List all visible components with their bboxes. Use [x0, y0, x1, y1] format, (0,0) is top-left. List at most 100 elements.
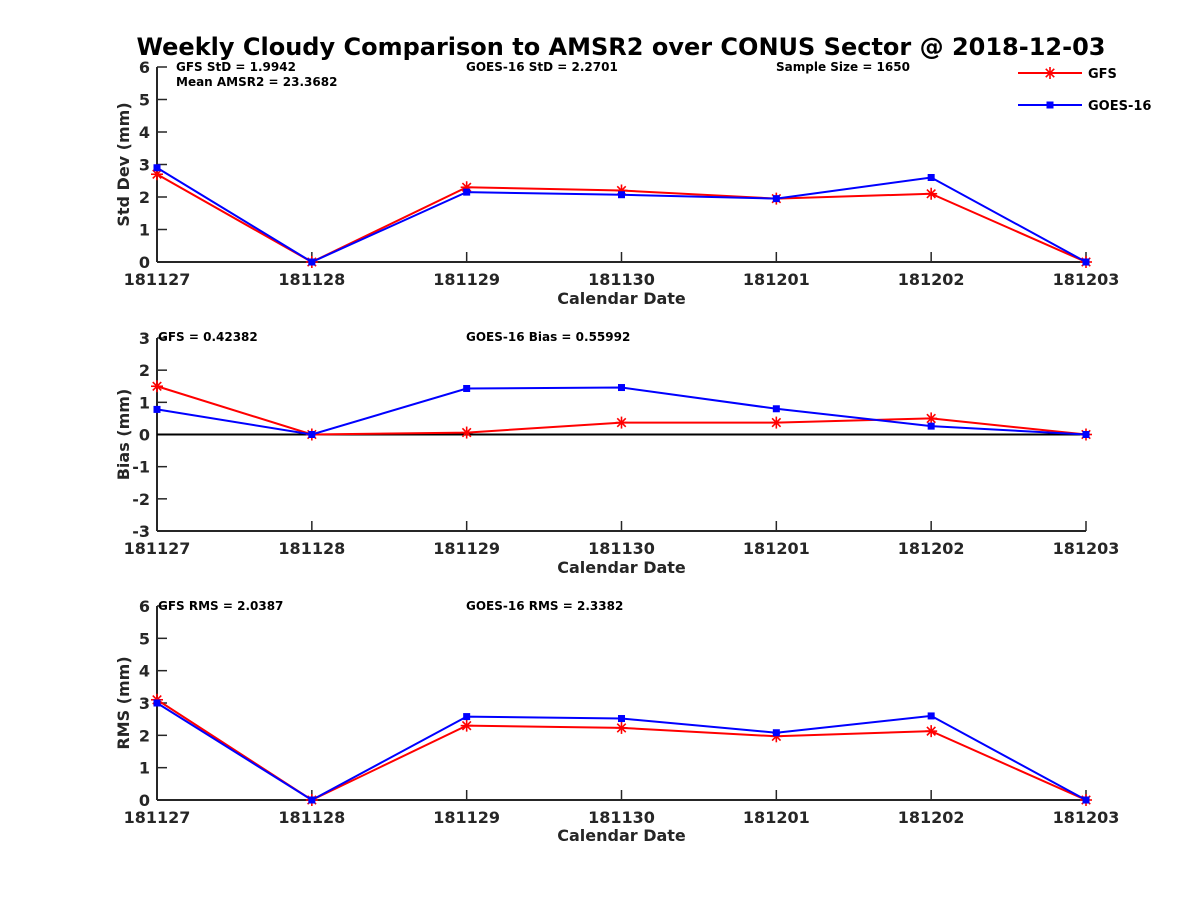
- legend-entry-gfs: GFS: [1018, 67, 1117, 82]
- x-axis-label: Calendar Date: [557, 558, 686, 577]
- x-tick-label: 181203: [1053, 808, 1120, 827]
- x-tick-label: 181129: [433, 539, 500, 558]
- panel-2: -3 -2 -1 0 1 2 3 181127 181128 181129 181130 181201…: [114, 329, 1119, 577]
- legend-label-gfs: GFS: [1088, 67, 1117, 82]
- data-point-goes16: [308, 431, 316, 438]
- stat-annotation: GOES-16 RMS = 2.3382: [466, 599, 623, 613]
- chart-title: Weekly Cloudy Comparison to AMSR2 over C…: [137, 33, 1106, 61]
- stat-annotation: GFS = 0.42382: [158, 330, 258, 344]
- x-tick-label: 181128: [278, 539, 345, 558]
- series-goes16: [153, 384, 1090, 438]
- data-point-goes16: [927, 422, 935, 430]
- y-tick-label: 0: [139, 426, 150, 445]
- x-tick-label: 181129: [433, 270, 500, 289]
- x-tick-label: 181202: [898, 808, 965, 827]
- y-tick-label: 5: [139, 91, 150, 110]
- stat-annotation: GOES-16 StD = 2.2701: [466, 60, 618, 74]
- data-point-goes16: [1082, 258, 1090, 266]
- data-point-gfs: [925, 187, 938, 200]
- series-line-goes16: [156, 166, 1087, 264]
- x-tick-label: 181203: [1053, 270, 1120, 289]
- stat-annotation: Mean AMSR2 = 23.3682: [176, 75, 337, 89]
- data-point-goes16: [308, 796, 316, 804]
- series-goes16: [153, 699, 1090, 804]
- y-tick-label: 5: [139, 629, 150, 648]
- legend-marker-gfs: [1044, 67, 1056, 79]
- y-tick-label: 0: [139, 253, 150, 272]
- y-tick-label: 4: [139, 123, 150, 142]
- data-point-goes16: [1082, 796, 1090, 804]
- x-tick-label: 181128: [278, 808, 345, 827]
- x-tick-label: 181130: [588, 539, 655, 558]
- y-tick-label: 0: [139, 791, 150, 810]
- data-point-goes16: [153, 164, 161, 172]
- data-point-goes16: [772, 729, 780, 737]
- stat-annotation: GOES-16 Bias = 0.55992: [466, 330, 630, 344]
- data-point-goes16: [463, 188, 471, 196]
- y-tick-label: 2: [139, 361, 150, 380]
- y-axis-label: RMS (mm): [114, 656, 133, 749]
- y-tick-label: 3: [139, 156, 150, 175]
- y-tick-label: 1: [139, 393, 150, 412]
- data-point-goes16: [618, 191, 625, 199]
- y-tick-label: 3: [139, 329, 150, 348]
- data-point-goes16: [308, 258, 316, 266]
- data-point-gfs: [460, 719, 473, 732]
- y-axis-label: Bias (mm): [114, 389, 133, 481]
- y-tick-label: 6: [139, 58, 150, 77]
- y-tick-label: -3: [132, 522, 150, 541]
- x-tick-label: 181129: [433, 808, 500, 827]
- x-tick-label: 181127: [124, 270, 191, 289]
- legend-entry-goes16: GOES-16: [1018, 99, 1151, 114]
- y-axis-label: Std Dev (mm): [114, 102, 133, 226]
- data-point-gfs: [925, 412, 938, 425]
- series-goes16: [153, 164, 1090, 266]
- y-tick-label: 6: [139, 597, 150, 616]
- y-tick-label: 2: [139, 188, 150, 207]
- data-point-goes16: [772, 195, 780, 203]
- stat-annotation: GFS RMS = 2.0387: [158, 599, 283, 613]
- x-tick-label: 181201: [743, 539, 810, 558]
- x-tick-label: 181202: [898, 270, 965, 289]
- y-tick-label: 3: [139, 694, 150, 713]
- stat-annotation: Sample Size = 1650: [776, 60, 910, 74]
- data-point-goes16: [463, 385, 471, 393]
- legend-marker-goes16: [1046, 101, 1054, 109]
- x-tick-label: 181202: [898, 539, 965, 558]
- x-tick-label: 181127: [124, 808, 191, 827]
- legend-label-goes16: GOES-16: [1088, 99, 1151, 114]
- x-tick-label: 181201: [743, 270, 810, 289]
- data-point-goes16: [1082, 431, 1090, 438]
- data-point-goes16: [618, 715, 625, 723]
- x-tick-label: 181130: [588, 808, 655, 827]
- panel-3: 0 1 2 3 4 5 6 181127 181128 181129 181130 181201 181…: [114, 597, 1119, 845]
- data-point-goes16: [927, 712, 935, 720]
- data-point-gfs: [460, 426, 473, 439]
- y-tick-label: -1: [132, 458, 150, 477]
- data-point-gfs: [615, 416, 628, 429]
- x-tick-label: 181201: [743, 808, 810, 827]
- x-axis-label: Calendar Date: [557, 826, 686, 845]
- data-point-gfs: [615, 721, 628, 734]
- y-tick-label: 2: [139, 726, 150, 745]
- x-tick-label: 181127: [124, 539, 191, 558]
- panels: 0 1 2 3 4 5 6 181127 181128 181129 181130 181201 181…: [114, 58, 1119, 845]
- legend: GFS GOES-16: [1018, 67, 1151, 114]
- series-gfs: [151, 693, 1092, 806]
- legend-marker-gfs: [1044, 67, 1056, 79]
- x-tick-label: 181130: [588, 270, 655, 289]
- series-line-gfs: [156, 698, 1087, 802]
- y-tick-label: 4: [139, 662, 150, 681]
- y-tick-label: -2: [132, 490, 150, 509]
- data-point-goes16: [463, 713, 471, 721]
- x-tick-label: 181203: [1053, 539, 1120, 558]
- data-point-goes16: [153, 405, 161, 413]
- y-tick-label: 1: [139, 759, 150, 778]
- data-point-goes16: [153, 699, 161, 707]
- data-point-goes16: [927, 174, 935, 181]
- legend-marker-goes16: [1046, 101, 1054, 109]
- x-tick-label: 181128: [278, 270, 345, 289]
- panel-1: 0 1 2 3 4 5 6 181127 181128 181129 181130 181201 181…: [114, 58, 1119, 308]
- data-point-gfs: [925, 725, 938, 738]
